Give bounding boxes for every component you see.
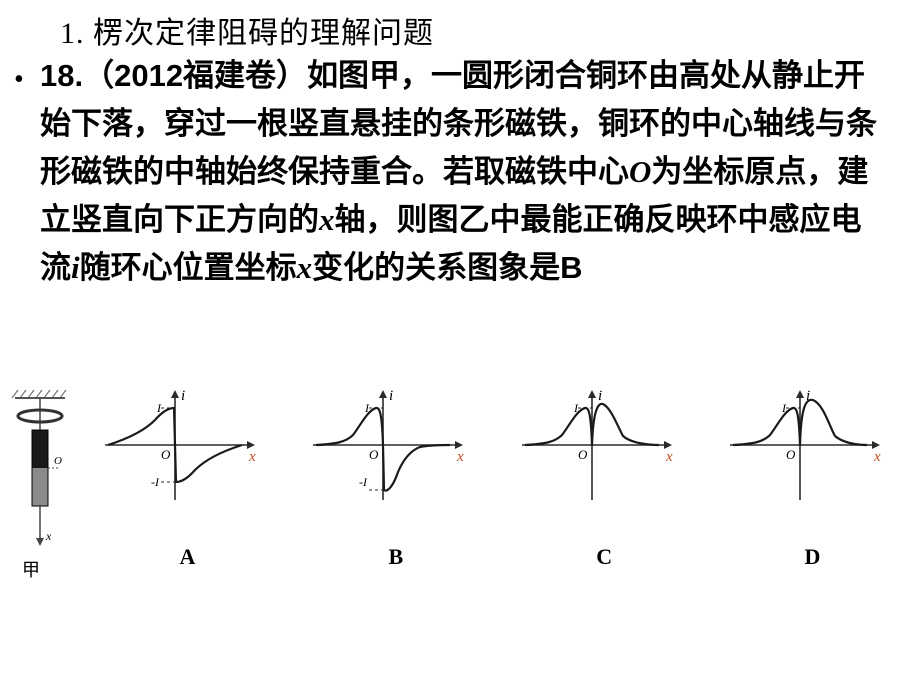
var-x-1: x bbox=[319, 202, 335, 237]
svg-text:O: O bbox=[369, 447, 379, 462]
svg-text:O: O bbox=[578, 447, 588, 462]
figures-container: O x 甲 ixOI-IAixOI-IBixOICixOID bbox=[0, 360, 920, 590]
problem-number: 18.（2012福建卷） bbox=[40, 58, 307, 93]
bullet-dot: • bbox=[14, 64, 24, 96]
svg-text:O: O bbox=[786, 447, 796, 462]
chart-option-B: ixOI-IB bbox=[298, 380, 493, 570]
figure-jia: O x bbox=[10, 390, 70, 560]
label-x: x bbox=[45, 529, 52, 543]
var-i: i bbox=[71, 250, 80, 285]
figure-jia-caption: 甲 bbox=[22, 556, 40, 582]
magnet-top bbox=[32, 430, 48, 468]
svg-text:O: O bbox=[161, 447, 171, 462]
text-seg-4: 随环心位置坐标 bbox=[80, 250, 297, 285]
ceiling-hatch bbox=[12, 390, 66, 398]
x-axis-arrow bbox=[36, 538, 44, 546]
magnet-bottom bbox=[32, 468, 48, 506]
chart-option-D: ixOID bbox=[715, 380, 910, 570]
svg-text:i: i bbox=[806, 388, 810, 404]
apparatus-svg: O x bbox=[10, 390, 70, 560]
svg-text:x: x bbox=[665, 449, 673, 465]
label-O: O bbox=[54, 455, 62, 467]
svg-text:i: i bbox=[389, 388, 393, 404]
text-seg-5: 变化的关系图象是 bbox=[312, 250, 560, 285]
section-heading: 1. 楞次定律阻碍的理解问题 bbox=[60, 8, 434, 52]
chart-row: ixOI-IAixOI-IBixOICixOID bbox=[90, 380, 910, 570]
chart-label-C: C bbox=[507, 544, 702, 570]
var-x-2: x bbox=[297, 250, 313, 285]
chart-option-A: ixOI-IA bbox=[90, 380, 285, 570]
svg-text:-I: -I bbox=[151, 475, 160, 489]
var-O: O bbox=[629, 154, 651, 189]
svg-text:i: i bbox=[598, 388, 602, 404]
answer-letter: B bbox=[560, 250, 582, 285]
svg-text:x: x bbox=[873, 449, 881, 465]
svg-text:i: i bbox=[181, 388, 185, 404]
problem-text: 18.（2012福建卷）如图甲，一圆形闭合铜环由高处从静止开始下落，穿过一根竖直… bbox=[40, 52, 880, 292]
svg-text:x: x bbox=[456, 449, 464, 465]
svg-text:-I: -I bbox=[359, 475, 368, 489]
svg-text:x: x bbox=[248, 449, 256, 465]
chart-label-B: B bbox=[298, 544, 493, 570]
chart-option-C: ixOIC bbox=[507, 380, 702, 570]
chart-label-A: A bbox=[90, 544, 285, 570]
chart-label-D: D bbox=[715, 544, 910, 570]
